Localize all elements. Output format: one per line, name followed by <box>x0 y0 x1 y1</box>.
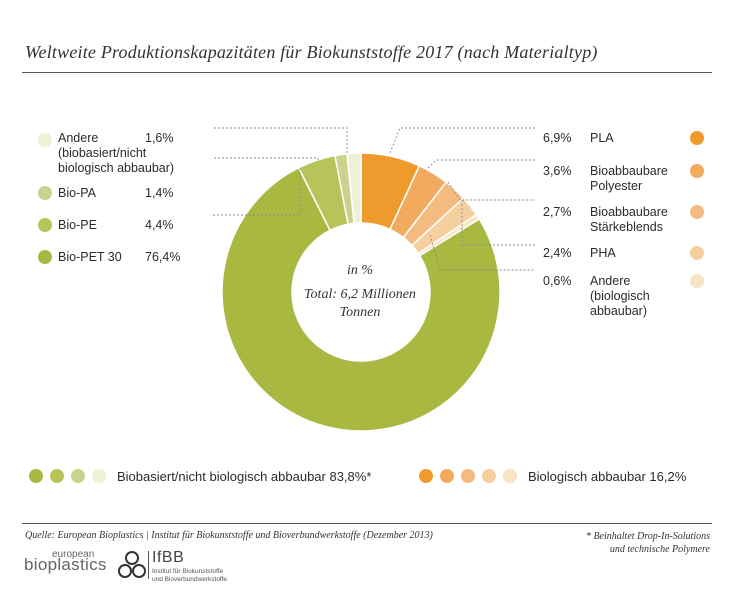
legend-value-bio-pe: 4,4% <box>145 218 174 232</box>
legend-value-pla: 6,9% <box>543 131 572 145</box>
chart-title: Weltweite Produktionskapazitäten für Bio… <box>25 42 598 62</box>
leader-bio-pa <box>212 157 319 160</box>
summary-dot-abbau-2 <box>440 469 454 483</box>
legend-label-staerke-2: Stärkeblends <box>590 220 663 234</box>
legend-dot-bio-pet <box>38 250 52 264</box>
legend-label-andere-bio-2: (biobasiert/nicht <box>58 146 147 160</box>
ifbb-divider <box>148 551 149 579</box>
summary-dot-bio-1 <box>29 469 43 483</box>
legend-value-andere-abbau: 0,6% <box>543 274 572 288</box>
legend-value-andere-bio: 1,6% <box>145 131 174 145</box>
summary-dot-abbau-1 <box>419 469 433 483</box>
leader-staerke <box>447 181 535 201</box>
center-total: Total: 6,2 Millionen <box>304 287 416 302</box>
legend-label-pha: PHA <box>590 246 616 260</box>
legend-label-staerke-1: Bioabbaubare <box>590 205 668 219</box>
legend-label-bio-pet: Bio-PET 30 <box>58 250 122 264</box>
summary-dot-abbau-3 <box>461 469 475 483</box>
european-bioplastics-logo-small: european <box>52 549 95 560</box>
legend-dot-pha <box>690 246 704 260</box>
legend-label-andere-abbau-3: abbaubar) <box>590 304 647 318</box>
legend-label-polyester-2: Polyester <box>590 179 643 193</box>
leader-pha <box>461 200 535 246</box>
donut-slice-andere-biobasiert-nicht-biologisch-abbaubar <box>346 152 362 225</box>
ifbb-logo-text: IfBB <box>152 549 185 566</box>
legend-dot-bio-pe <box>38 218 52 232</box>
summary-abbau-label: Biologisch abbaubar 16,2% <box>528 469 687 484</box>
legend-value-polyester: 3,6% <box>543 164 572 178</box>
summary-dot-abbau-4 <box>482 469 496 483</box>
summary-dot-bio-3 <box>71 469 85 483</box>
footer-rule <box>22 523 712 524</box>
legend-dot-andere-bio <box>38 133 52 147</box>
donut-chart <box>212 127 535 432</box>
european-bioplastics-logo: bioplastics <box>24 555 107 574</box>
legend-label-andere-abbau-2: (biologisch <box>590 289 650 303</box>
legend-value-pha: 2,4% <box>543 246 572 260</box>
leader-bio-pe <box>212 168 301 216</box>
legend-dot-pla <box>690 131 704 145</box>
legend-label-andere-abbau-1: Andere <box>590 274 631 288</box>
legend-label-bio-pa: Bio-PA <box>58 186 96 200</box>
legend-label-pla: PLA <box>590 131 614 145</box>
legend-value-staerke: 2,7% <box>543 205 572 219</box>
leader-pla <box>389 127 535 154</box>
legend-label-andere-bio-3: biologisch abbaubar) <box>58 161 175 175</box>
legend-dot-andere-abbau <box>690 274 704 288</box>
summary-dot-abbau-5 <box>503 469 517 483</box>
summary-dot-bio-4 <box>92 469 106 483</box>
ifbb-logo-line-1: Institut für Biokunststoffe <box>152 568 224 575</box>
legend-label-andere-bio-1: Andere <box>58 131 99 145</box>
legend-dot-polyester <box>690 164 704 178</box>
leader-andere-abbau <box>429 234 535 271</box>
title-rule <box>22 72 712 73</box>
footnote-line-1: * Beinhaltet Drop-In-Solutions <box>585 531 710 542</box>
ifbb-logo-icon <box>118 551 146 578</box>
donut-slice-bio-pet-30 <box>221 166 501 432</box>
center-tonnes: Tonnen <box>339 305 381 320</box>
leader-andere-bio <box>212 127 348 153</box>
footnote: * Beinhaltet Drop-In-Solutions und techn… <box>586 530 710 556</box>
center-unit: in % <box>346 263 374 278</box>
legend-value-bio-pa: 1,4% <box>145 186 174 200</box>
summary-dot-bio-2 <box>50 469 64 483</box>
ifbb-logo-line-2: und Bioverbundwerkstoffe <box>152 576 228 583</box>
legend-value-bio-pet: 76,4% <box>145 250 181 264</box>
leader-polyester <box>427 159 535 169</box>
legend-dot-staerke <box>690 205 704 219</box>
legend-label-polyester-1: Bioabbaubare <box>590 164 668 178</box>
summary-bio-label: Biobasiert/nicht biologisch abbaubar 83,… <box>117 469 372 484</box>
footnote-line-2: und technische Polymere <box>609 544 710 555</box>
source-text: Quelle: European Bioplastics | Institut … <box>25 530 433 541</box>
legend-label-bio-pe: Bio-PE <box>58 218 97 232</box>
legend-dot-bio-pa <box>38 186 52 200</box>
